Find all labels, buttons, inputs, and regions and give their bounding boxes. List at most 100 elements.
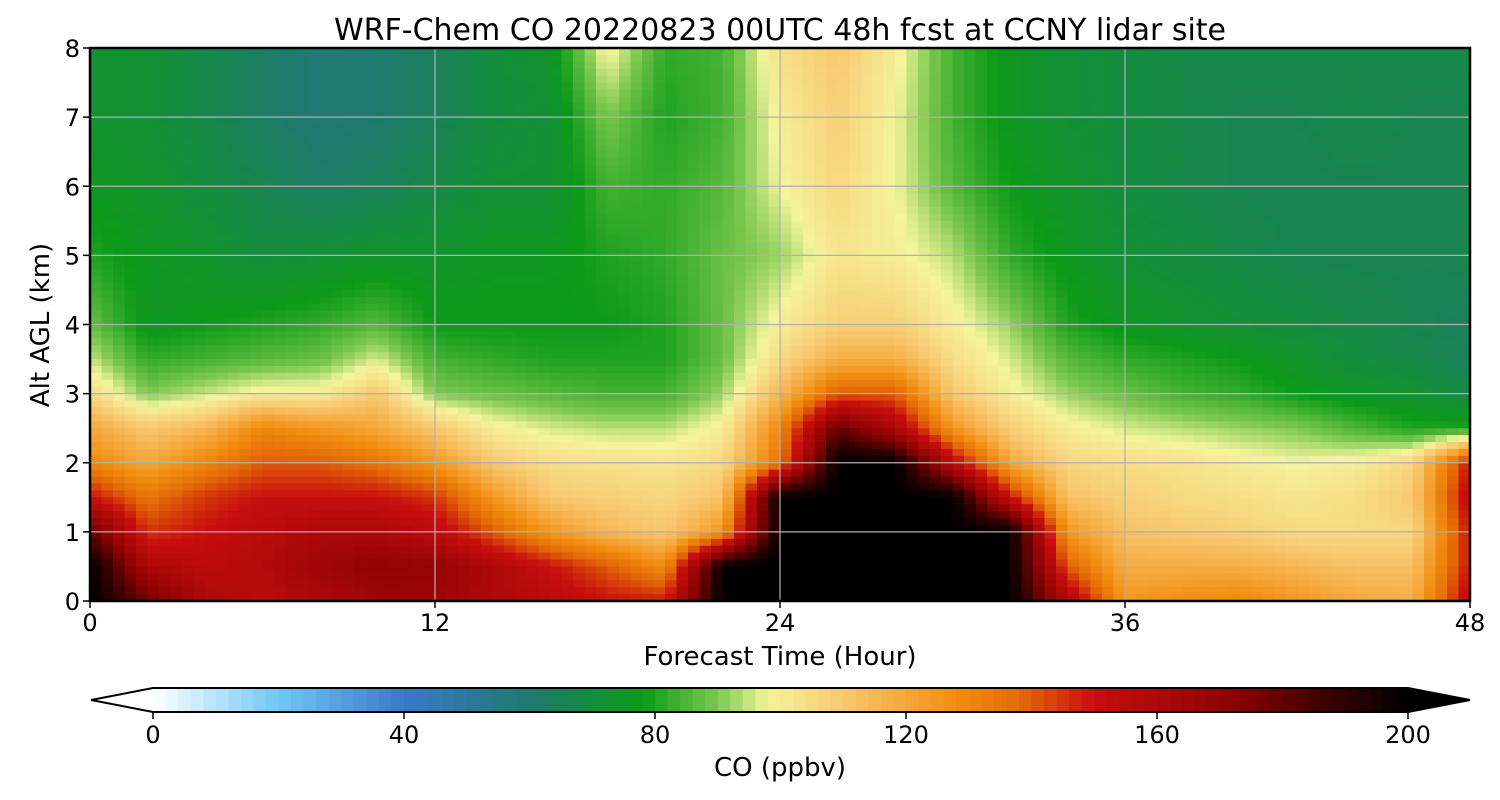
- heatmap-cell: [561, 206, 574, 215]
- heatmap-cell: [228, 248, 241, 256]
- heatmap-cell: [1113, 61, 1126, 70]
- heatmap-cell: [1228, 248, 1241, 256]
- heatmap-cell: [331, 103, 344, 111]
- heatmap-cell: [1010, 151, 1023, 160]
- heatmap-cell: [860, 310, 873, 319]
- heatmap-cell: [1136, 179, 1149, 187]
- heatmap-cell: [941, 262, 954, 270]
- heatmap-cell: [975, 110, 988, 118]
- heatmap-cell: [1228, 262, 1241, 270]
- heatmap-cell: [538, 75, 551, 84]
- heatmap-cell: [826, 82, 839, 91]
- heatmap-cell: [113, 289, 126, 298]
- heatmap-cell: [1102, 165, 1115, 174]
- heatmap-cell: [1343, 234, 1356, 243]
- heatmap-cell: [492, 331, 505, 339]
- heatmap-cell: [1148, 283, 1161, 291]
- heatmap-cell: [1366, 110, 1379, 118]
- heatmap-cell: [780, 317, 793, 326]
- heatmap-cell: [1401, 82, 1414, 91]
- heatmap-cell: [435, 289, 448, 298]
- heatmap-cell: [354, 262, 367, 270]
- heatmap-cell: [320, 283, 333, 291]
- heatmap-cell: [676, 179, 689, 187]
- heatmap-cell: [101, 82, 114, 91]
- heatmap-cell: [814, 234, 827, 243]
- heatmap-cell: [1033, 324, 1046, 333]
- heatmap-cell: [458, 137, 471, 146]
- heatmap-cell: [630, 241, 643, 250]
- heatmap-cell: [354, 269, 367, 277]
- heatmap-cell: [837, 61, 850, 70]
- heatmap-cell: [906, 48, 919, 56]
- heatmap-cell: [745, 172, 758, 180]
- heatmap-cell: [1309, 130, 1322, 139]
- heatmap-cell: [573, 303, 586, 312]
- heatmap-cell: [929, 54, 942, 63]
- heatmap-cell: [1274, 296, 1287, 305]
- heatmap-cell: [1251, 317, 1264, 326]
- heatmap-cell: [274, 206, 287, 215]
- heatmap-cell: [435, 220, 448, 229]
- heatmap-cell: [699, 179, 712, 187]
- heatmap-cell: [722, 193, 735, 201]
- heatmap-cell: [780, 68, 793, 77]
- heatmap-cell: [1113, 248, 1126, 256]
- heatmap-cell: [998, 165, 1011, 174]
- heatmap-cell: [584, 151, 597, 160]
- heatmap-cell: [607, 220, 620, 229]
- heatmap-cell: [849, 186, 862, 194]
- heatmap-cell: [883, 206, 896, 215]
- heatmap-cell: [377, 227, 390, 236]
- heatmap-cell: [492, 103, 505, 111]
- heatmap-cell: [1412, 75, 1425, 84]
- heatmap-cell: [228, 124, 241, 132]
- heatmap-cell: [561, 269, 574, 277]
- heatmap-cell: [653, 206, 666, 215]
- heatmap-cell: [458, 61, 471, 70]
- heatmap-cell: [504, 54, 517, 63]
- heatmap-cell: [1125, 117, 1138, 125]
- heatmap-cell: [504, 103, 517, 111]
- heatmap-cell: [262, 289, 275, 298]
- heatmap-cell: [745, 213, 758, 222]
- heatmap-cell: [1389, 179, 1402, 187]
- heatmap-cell: [251, 186, 264, 194]
- heatmap-cell: [1228, 61, 1241, 70]
- heatmap-cell: [1090, 276, 1103, 284]
- heatmap-cell: [527, 172, 540, 180]
- heatmap-cell: [1090, 179, 1103, 187]
- heatmap-cell: [446, 255, 459, 263]
- heatmap-cell: [1458, 200, 1470, 208]
- heatmap-cell: [1205, 89, 1218, 97]
- heatmap-cell: [136, 110, 149, 118]
- heatmap-cell: [1102, 269, 1115, 277]
- heatmap-cell: [550, 89, 563, 97]
- heatmap-cell: [1194, 75, 1207, 84]
- heatmap-cell: [1458, 262, 1470, 270]
- heatmap-cell: [1205, 124, 1218, 132]
- heatmap-cell: [492, 68, 505, 77]
- heatmap-cell: [1286, 96, 1299, 104]
- heatmap-cell: [469, 144, 482, 153]
- heatmap-cell: [1159, 96, 1172, 104]
- heatmap-cell: [113, 262, 126, 270]
- heatmap-cell: [1217, 117, 1230, 125]
- heatmap-cell: [837, 255, 850, 263]
- heatmap-cell: [699, 213, 712, 222]
- heatmap-cell: [561, 289, 574, 298]
- heatmap-cell: [1309, 296, 1322, 305]
- heatmap-cell: [1021, 82, 1034, 91]
- heatmap-cell: [193, 82, 206, 91]
- heatmap-cell: [1033, 289, 1046, 298]
- heatmap-cell: [688, 130, 701, 139]
- heatmap-cell: [803, 269, 816, 277]
- heatmap-cell: [1113, 137, 1126, 146]
- heatmap-cell: [596, 96, 609, 104]
- heatmap-cell: [239, 96, 252, 104]
- heatmap-cell: [1217, 283, 1230, 291]
- heatmap-cell: [1263, 68, 1276, 77]
- heatmap-cell: [216, 331, 229, 339]
- heatmap-cell: [193, 179, 206, 187]
- heatmap-cell: [366, 227, 379, 236]
